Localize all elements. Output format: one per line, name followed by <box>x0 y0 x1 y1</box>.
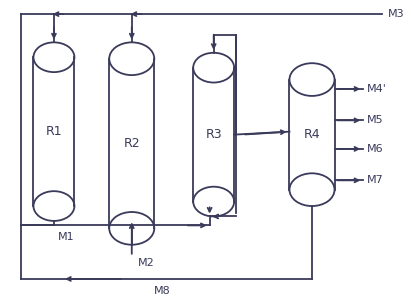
Text: M7: M7 <box>367 175 384 185</box>
Ellipse shape <box>289 63 335 96</box>
Text: R1: R1 <box>46 125 62 138</box>
Ellipse shape <box>193 53 234 83</box>
Ellipse shape <box>33 42 74 72</box>
Ellipse shape <box>193 187 234 216</box>
Ellipse shape <box>109 212 154 245</box>
Text: M1: M1 <box>58 232 75 242</box>
Text: M5: M5 <box>367 115 384 125</box>
Text: R3: R3 <box>206 128 222 141</box>
Text: M6: M6 <box>367 144 384 154</box>
Ellipse shape <box>289 173 335 206</box>
Text: M3: M3 <box>388 9 404 19</box>
Ellipse shape <box>109 42 154 75</box>
Bar <box>289 80 335 190</box>
Bar <box>193 68 234 202</box>
Text: M8: M8 <box>154 286 171 296</box>
Text: M2: M2 <box>138 258 155 268</box>
Ellipse shape <box>33 191 74 221</box>
Bar <box>109 59 154 228</box>
Text: R2: R2 <box>123 137 140 150</box>
Text: R4: R4 <box>304 128 320 141</box>
Bar <box>33 57 74 206</box>
Text: M4': M4' <box>367 84 387 94</box>
